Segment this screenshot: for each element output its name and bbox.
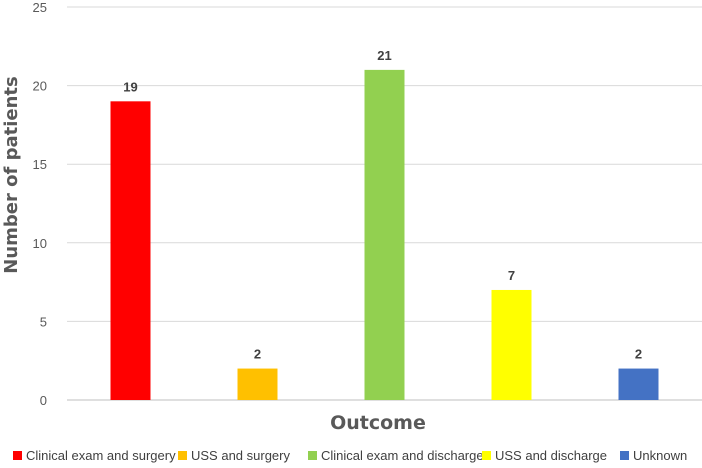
legend-label: Unknown [633,448,687,463]
y-tick-label: 10 [33,236,47,251]
legend-swatch [620,451,629,460]
data-label: 19 [123,79,137,94]
data-label: 2 [254,347,261,362]
data-labels: 19 2 21 7 2 [123,48,642,362]
y-tick-label: 0 [40,393,47,408]
y-tick-label: 5 [40,314,47,329]
data-label: 21 [377,48,391,63]
legend: Clinical exam and surgery USS and surgery… [13,448,687,463]
x-axis-title: Outcome [330,412,426,434]
legend-label: USS and surgery [191,448,290,463]
y-tick-label: 15 [33,157,47,172]
data-label: 7 [508,268,515,283]
legend-label: Clinical exam and surgery [26,448,176,463]
data-label: 2 [635,347,642,362]
bar [618,368,659,400]
bars [110,69,659,400]
legend-label: USS and discharge [495,448,607,463]
y-tick-label: 25 [33,0,47,15]
legend-swatch [13,451,22,460]
legend-swatch [308,451,317,460]
y-tick-label: 20 [33,79,47,94]
y-axis-ticks: 0 5 10 15 20 25 [33,0,47,408]
bar [237,368,278,400]
legend-swatch [482,451,491,460]
bar [110,101,151,400]
legend-swatch [178,451,187,460]
y-axis-title: Number of patients [1,76,22,273]
legend-label: Clinical exam and discharge [321,448,484,463]
bar [364,69,405,400]
bar [491,289,532,400]
